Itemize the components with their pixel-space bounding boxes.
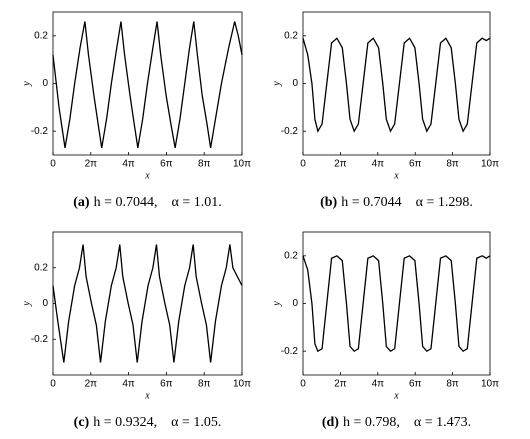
data-line xyxy=(52,21,243,148)
x-axis-label: x xyxy=(144,390,150,401)
caption-text: h = 0.7044 α = 1.298. xyxy=(341,195,473,210)
x-tick-label: 6π xyxy=(409,159,422,170)
y-axis-label: y xyxy=(21,301,32,307)
caption-text: h = 0.7044, α = 1.01. xyxy=(94,195,222,210)
axes-frame xyxy=(302,11,491,156)
x-tick-label: 8π xyxy=(198,159,211,170)
x-tick-label: 2π xyxy=(334,159,347,170)
y-axis-label: y xyxy=(271,81,282,87)
y-tick-label: -0.2 xyxy=(31,126,49,137)
x-tick-label: 10π xyxy=(481,379,499,390)
x-tick-label: 10π xyxy=(481,159,499,170)
x-tick-label: 4π xyxy=(372,379,385,390)
y-axis-label: y xyxy=(21,81,32,87)
caption-label: (a) xyxy=(73,195,90,210)
caption-label: (c) xyxy=(74,415,90,430)
x-tick-label: 2π xyxy=(85,159,98,170)
x-tick-label: 4π xyxy=(372,159,385,170)
x-tick-label: 8π xyxy=(446,379,459,390)
data-line xyxy=(302,37,491,133)
x-axis-label: x xyxy=(393,170,399,181)
x-tick-label: 6π xyxy=(160,379,173,390)
axes-frame xyxy=(302,231,491,376)
caption: (a) h = 0.7044, α = 1.01. xyxy=(73,195,221,210)
x-tick-label: 4π xyxy=(122,159,135,170)
y-tick-label: 0.2 xyxy=(34,30,48,41)
caption-text: h = 0.798, α = 1.473. xyxy=(343,415,471,430)
caption-text: h = 0.9324, α = 1.05. xyxy=(93,415,221,430)
x-tick-label: 8π xyxy=(198,379,211,390)
data-line xyxy=(52,244,243,363)
x-tick-label: 2π xyxy=(85,379,98,390)
y-axis-label: y xyxy=(271,301,282,307)
x-tick-label: 6π xyxy=(160,159,173,170)
y-tick-label: 0 xyxy=(292,298,298,309)
y-tick-label: -0.2 xyxy=(281,126,299,137)
x-tick-label: 8π xyxy=(446,159,459,170)
x-tick-label: 0 xyxy=(50,159,56,170)
x-axis-label: x xyxy=(144,170,150,181)
y-tick-label: 0.2 xyxy=(284,250,298,261)
caption: (c) h = 0.9324, α = 1.05. xyxy=(74,415,222,430)
x-tick-label: 10π xyxy=(233,159,251,170)
x-tick-label: 10π xyxy=(233,379,251,390)
y-tick-label: 0 xyxy=(292,78,298,89)
caption-label: (b) xyxy=(320,195,337,210)
data-line xyxy=(302,255,491,353)
caption: (b) h = 0.7044 α = 1.298. xyxy=(320,195,473,210)
caption-label: (d) xyxy=(322,415,339,430)
y-tick-label: -0.2 xyxy=(31,334,49,345)
x-tick-label: 0 xyxy=(300,159,306,170)
y-tick-label: 0 xyxy=(42,298,48,309)
x-tick-label: 0 xyxy=(50,379,56,390)
x-tick-label: 6π xyxy=(409,379,422,390)
x-axis-label: x xyxy=(393,390,399,401)
y-tick-label: 0.2 xyxy=(34,262,48,273)
x-tick-label: 2π xyxy=(334,379,347,390)
y-tick-label: 0.2 xyxy=(284,30,298,41)
caption: (d) h = 0.798, α = 1.473. xyxy=(322,415,471,430)
y-tick-label: -0.2 xyxy=(281,346,299,357)
x-tick-label: 4π xyxy=(122,379,135,390)
x-tick-label: 0 xyxy=(300,379,306,390)
y-tick-label: 0 xyxy=(42,78,48,89)
